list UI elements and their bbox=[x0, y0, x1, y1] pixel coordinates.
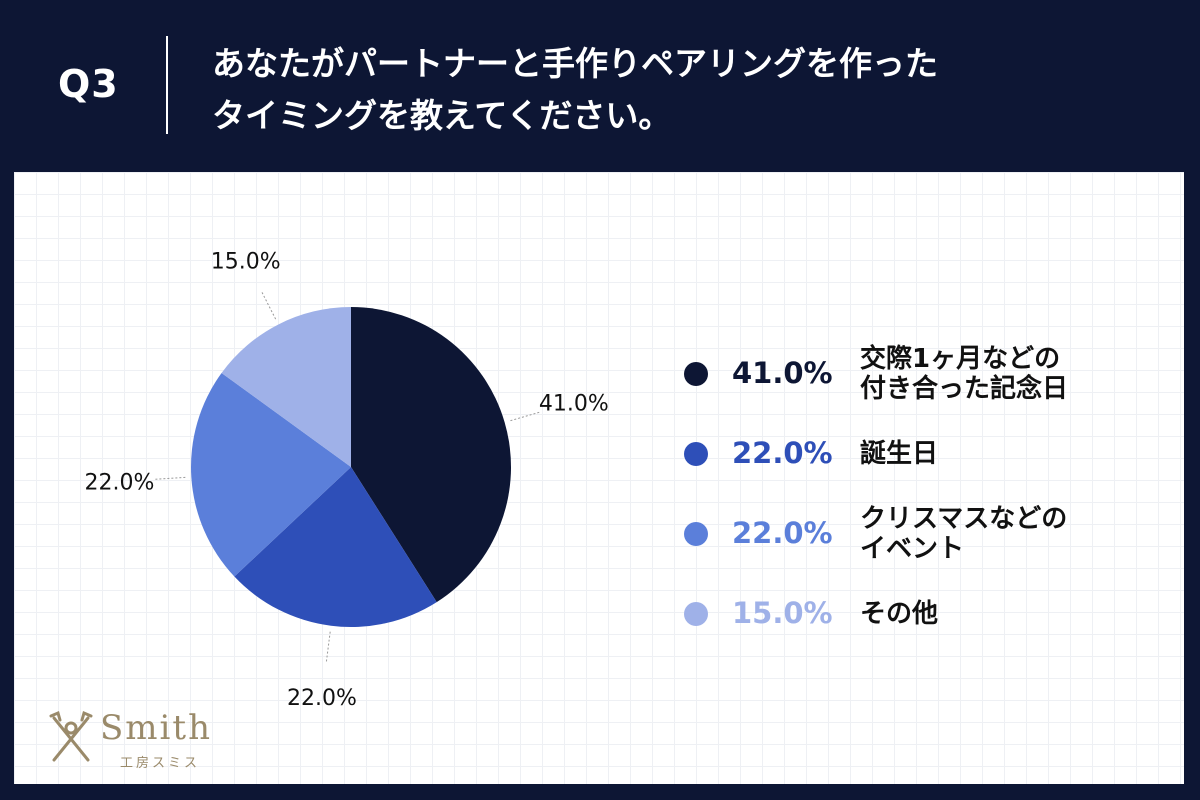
pie-slice-1 bbox=[234, 467, 437, 627]
legend-item-0: 41.0% 交際1ヶ月などの 付き合った記念日 bbox=[684, 334, 1144, 414]
legend-percent: 22.0% bbox=[732, 436, 833, 470]
pie-slice-3 bbox=[221, 307, 351, 467]
chart-panel: 41.0% 22.0% 22.0% 15.0% 41.0% 交際1ヶ月などの 付き合った記… bbox=[14, 172, 1184, 784]
data-label-1: 22.0% bbox=[287, 686, 357, 711]
legend-swatch bbox=[684, 522, 708, 546]
legend-item-1: 22.0% 誕生日 bbox=[684, 414, 1144, 494]
question-line-1: あなたがパートナーと手作りペアリングを作った bbox=[212, 44, 938, 83]
data-label-2: 22.0% bbox=[85, 471, 155, 496]
legend-label-line: その他 bbox=[860, 599, 939, 629]
legend-label: 交際1ヶ月などの 付き合った記念日 bbox=[860, 344, 1068, 404]
brand-subtitle: 工房スミス bbox=[120, 756, 201, 771]
header: Q3 あなたがパートナーと手作りペアリングを作った タイミングを教えてください。 bbox=[0, 0, 1200, 170]
pie-slice-0 bbox=[351, 307, 512, 603]
question-line-2: タイミングを教えてください。 bbox=[212, 96, 672, 135]
legend-label-line: イベント bbox=[860, 534, 965, 564]
legend: 41.0% 交際1ヶ月などの 付き合った記念日 22.0% 誕生日 22.0% クリスマスな… bbox=[684, 334, 1144, 654]
pie-slice-2 bbox=[190, 372, 351, 577]
legend-item-2: 22.0% クリスマスなどの イベント bbox=[684, 494, 1144, 574]
leader-line-2 bbox=[155, 476, 186, 480]
brand-name: Smith bbox=[100, 708, 212, 748]
legend-percent: 41.0% bbox=[732, 356, 833, 390]
legend-label: その他 bbox=[860, 599, 938, 629]
leader-line-0 bbox=[510, 411, 540, 422]
leader-line-3 bbox=[261, 292, 277, 320]
legend-swatch bbox=[684, 442, 708, 466]
data-label-3: 15.0% bbox=[211, 249, 281, 274]
brand-logo: Smith 工房スミス bbox=[48, 708, 228, 771]
header-divider bbox=[166, 36, 168, 134]
pie-chart: 41.0% 22.0% 22.0% 15.0% bbox=[85, 249, 609, 711]
data-label-0: 41.0% bbox=[539, 391, 609, 416]
legend-percent: 22.0% bbox=[732, 516, 833, 550]
legend-label-line: 交際1ヶ月などの bbox=[860, 344, 1061, 374]
legend-item-3: 15.0% その他 bbox=[684, 574, 1144, 654]
legend-label-line: クリスマスなどの bbox=[860, 504, 1068, 534]
legend-label-line: 付き合った記念日 bbox=[860, 374, 1069, 404]
legend-swatch bbox=[684, 602, 708, 626]
question-text: あなたがパートナーと手作りペアリングを作った タイミングを教えてください。 bbox=[212, 38, 938, 142]
leader-line-1 bbox=[325, 631, 331, 662]
legend-label: 誕生日 bbox=[860, 439, 938, 469]
legend-swatch bbox=[684, 362, 708, 386]
crossed-tools-icon bbox=[49, 710, 93, 762]
question-number: Q3 bbox=[58, 62, 119, 106]
legend-label: クリスマスなどの イベント bbox=[860, 504, 1067, 564]
legend-percent: 15.0% bbox=[732, 596, 833, 630]
legend-label-line: 誕生日 bbox=[860, 439, 939, 469]
